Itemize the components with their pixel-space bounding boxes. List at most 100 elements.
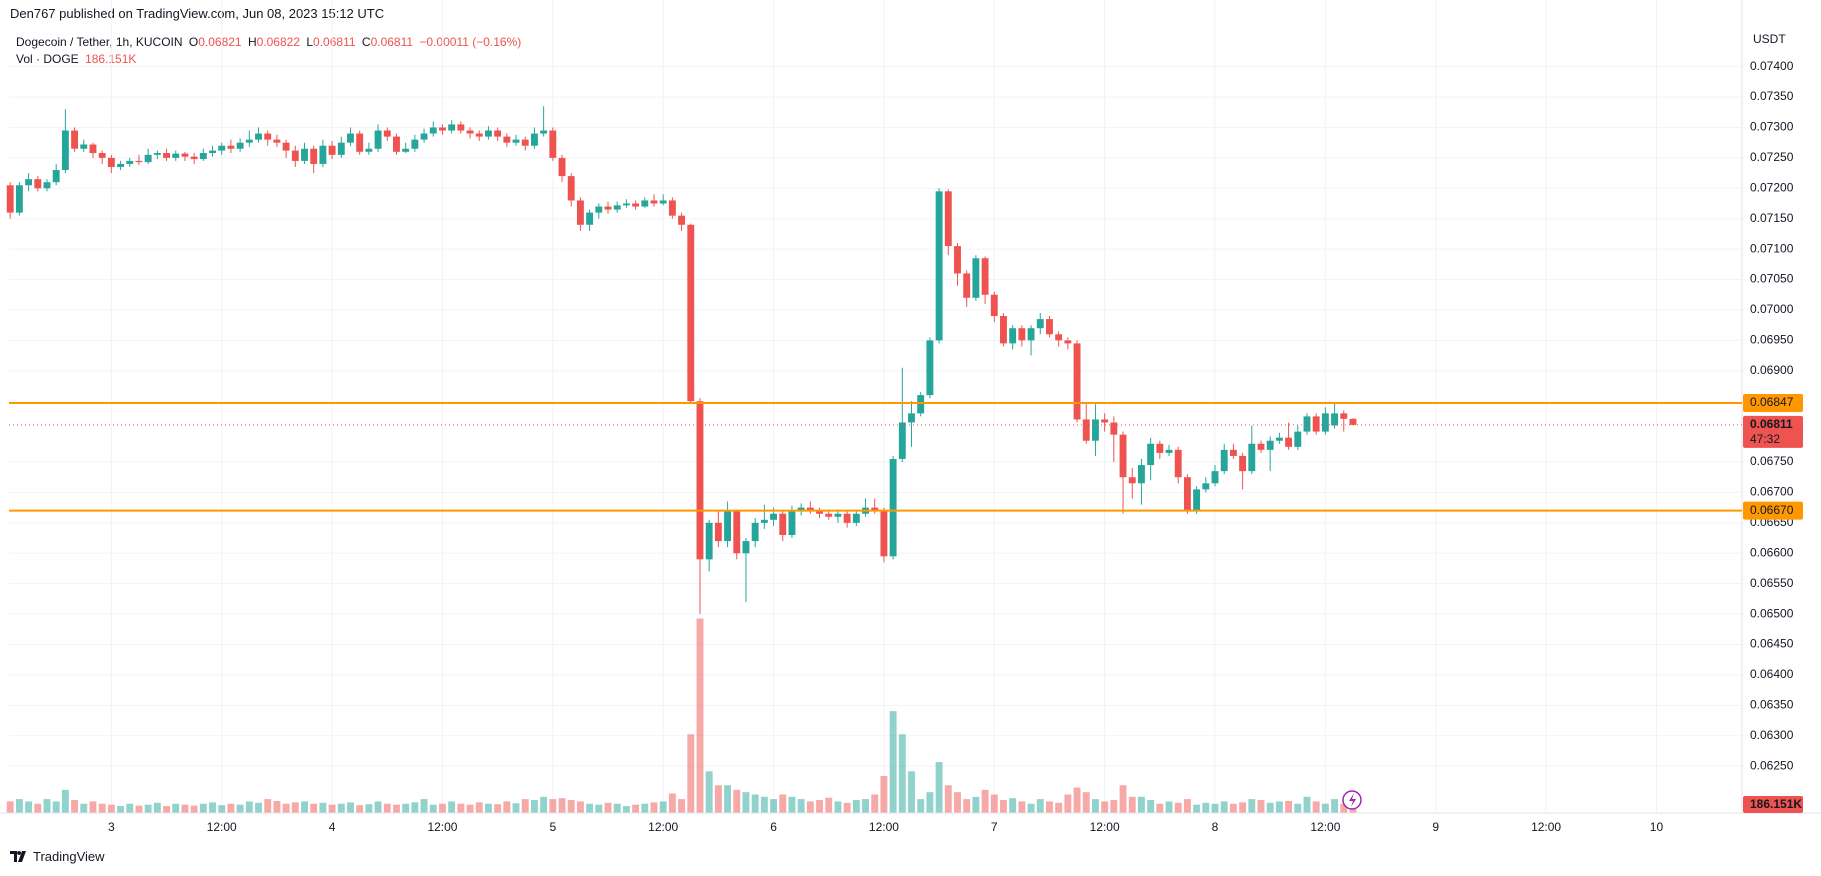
candle-body <box>484 130 492 137</box>
candle-body <box>15 185 23 213</box>
candle-body <box>926 340 934 396</box>
volume-bar <box>779 794 787 813</box>
volume-bar <box>181 804 189 813</box>
volume-bar <box>89 801 97 813</box>
volume-bar <box>15 799 23 813</box>
x-tick-label: 7 <box>991 820 998 834</box>
candle-body <box>190 156 198 160</box>
y-tick-label: 0.06500 <box>1750 606 1794 620</box>
candle-body <box>834 513 842 517</box>
candle-body <box>586 212 594 225</box>
candle-body <box>328 145 336 155</box>
candle-body <box>742 541 750 554</box>
volume-bar <box>659 801 667 813</box>
candle-body <box>714 522 722 542</box>
volume-value: 186.151K <box>85 52 137 66</box>
level-label: 0.06847 <box>1750 395 1794 409</box>
candle-body <box>650 200 658 204</box>
x-tick-label: 3 <box>108 820 115 834</box>
candle-body <box>365 148 373 152</box>
candle-body <box>1303 416 1311 432</box>
volume-bar <box>448 801 456 813</box>
volume-bar <box>135 805 143 813</box>
volume-bar <box>613 803 621 813</box>
legend-row: Dogecoin / Tether, 1h, KUCOIN O0.06821 H… <box>16 34 524 51</box>
candle-body <box>1000 316 1007 344</box>
candle-body <box>153 153 161 155</box>
candle-body <box>475 133 483 137</box>
volume-bar <box>1137 796 1145 813</box>
y-tick-label: 0.06600 <box>1750 545 1794 559</box>
candle-body <box>898 422 906 459</box>
candle-body <box>724 510 732 542</box>
candle-body <box>751 522 759 542</box>
volume-bar <box>457 803 465 813</box>
volume-bar <box>255 802 262 813</box>
y-tick-label: 0.07350 <box>1750 89 1794 103</box>
candle-body <box>1055 334 1063 341</box>
candle-body <box>503 136 511 143</box>
candle-body <box>209 150 216 154</box>
candle-body <box>1220 449 1228 472</box>
volume-bar <box>245 801 253 813</box>
candle-body <box>117 163 125 167</box>
symbol: Dogecoin / Tether, 1h, KUCOIN <box>16 35 183 49</box>
volume-bar <box>1202 802 1210 813</box>
volume-bar <box>126 803 134 813</box>
volume-bar <box>852 800 860 813</box>
volume-bar <box>622 806 630 813</box>
volume-bar <box>898 734 906 813</box>
volume-bar <box>1055 802 1063 813</box>
candle-body <box>245 139 253 143</box>
candle-body <box>1211 471 1219 484</box>
level-label: 0.06670 <box>1750 503 1794 517</box>
volume-bar <box>264 799 272 813</box>
volume-bar <box>282 803 290 813</box>
candle-body <box>816 510 823 514</box>
candle-body <box>1064 340 1072 344</box>
candle-body <box>696 401 704 560</box>
volume-bar <box>862 799 869 813</box>
ohlc-key: O <box>188 35 199 49</box>
x-tick-label: 12:00 <box>207 820 237 834</box>
candle-body <box>797 507 805 511</box>
candle-body <box>604 206 612 210</box>
candle-body <box>1009 328 1017 344</box>
event-icon-bolt <box>1349 793 1356 807</box>
candle-body <box>236 142 244 149</box>
candle-body <box>1257 443 1265 450</box>
volume-bar <box>595 804 603 813</box>
volume-bar <box>1156 803 1164 813</box>
y-tick-label: 0.07150 <box>1750 211 1794 225</box>
change: −0.00011 (−0.16%) <box>419 35 522 49</box>
volume-bar <box>347 802 354 813</box>
candle-body <box>852 513 860 523</box>
volume-bar <box>365 804 373 813</box>
volume-bar <box>926 792 934 813</box>
candle-body <box>264 133 272 140</box>
candle-body <box>668 200 676 216</box>
volume-bar <box>429 804 437 813</box>
volume-bar <box>1027 803 1035 813</box>
volume-bar <box>1211 803 1219 813</box>
candle-body <box>622 203 630 206</box>
candle-body <box>788 510 796 536</box>
volume-bar <box>908 771 915 813</box>
level-label-box <box>1743 501 1803 520</box>
volume-bar <box>604 802 612 813</box>
volume-bar <box>420 799 428 813</box>
volume-bar <box>1285 800 1293 813</box>
volume-bar <box>236 804 244 813</box>
volume-bar <box>1248 799 1256 813</box>
candle-body <box>641 200 649 207</box>
volume-bar <box>1183 799 1191 813</box>
candle-body <box>1082 419 1090 441</box>
volume-bar <box>1294 803 1302 813</box>
candle-body <box>319 145 327 164</box>
volume-bar <box>880 775 888 813</box>
candle-body <box>301 148 308 161</box>
volume-bar <box>107 804 115 813</box>
candle-body <box>1101 419 1109 423</box>
volume-bar <box>1220 801 1228 813</box>
